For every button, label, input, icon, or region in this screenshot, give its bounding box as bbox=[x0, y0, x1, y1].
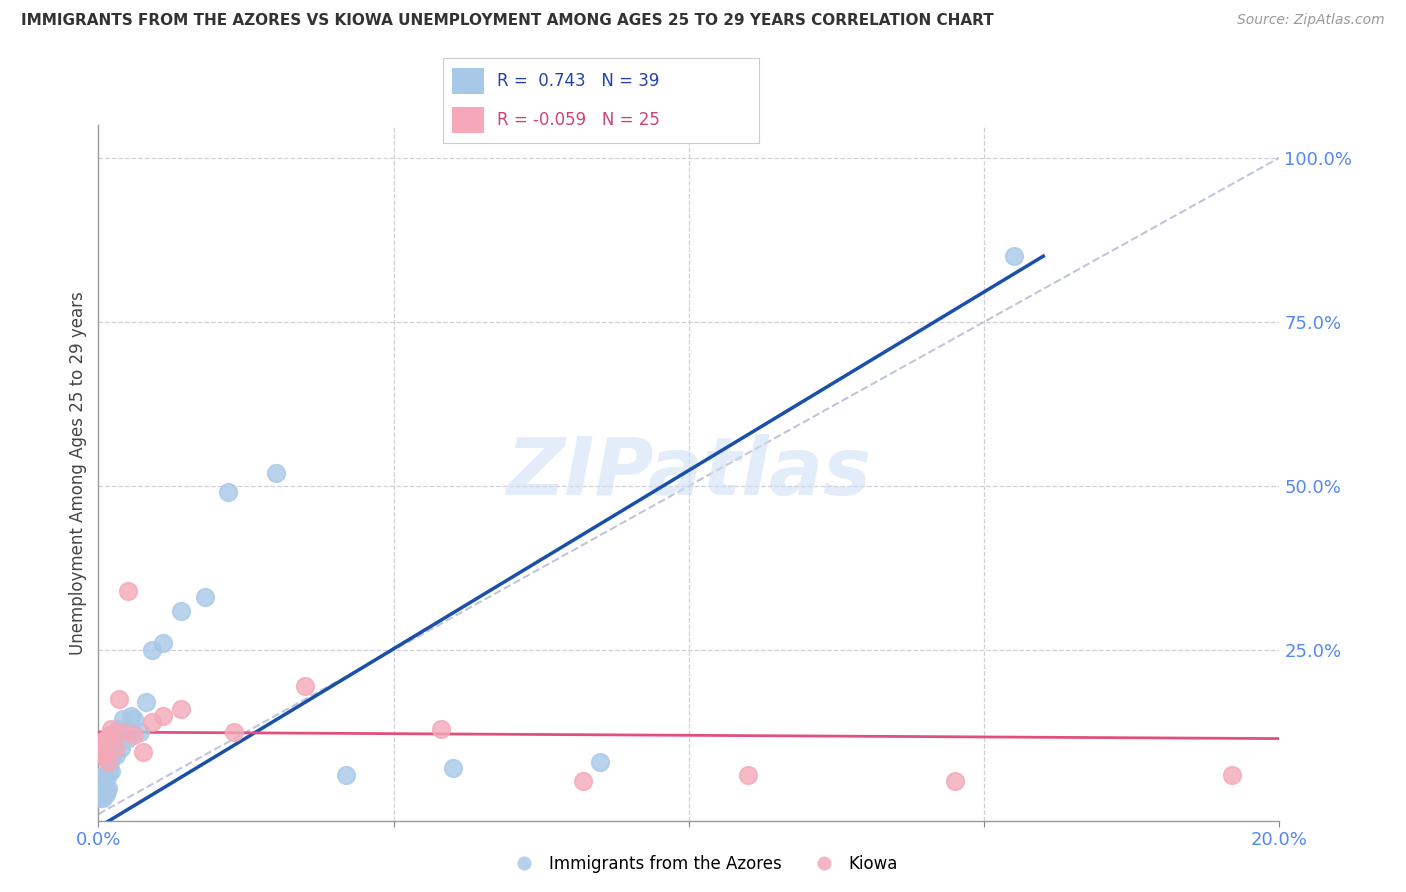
Point bbox=[90, 735, 112, 749]
Text: Source: ZipAtlas.com: Source: ZipAtlas.com bbox=[1237, 13, 1385, 28]
Point bbox=[122, 728, 145, 742]
Text: R = -0.059   N = 25: R = -0.059 N = 25 bbox=[496, 111, 659, 128]
Point bbox=[89, 788, 111, 802]
Text: IMMIGRANTS FROM THE AZORES VS KIOWA UNEMPLOYMENT AMONG AGES 25 TO 29 YEARS CORRE: IMMIGRANTS FROM THE AZORES VS KIOWA UNEM… bbox=[21, 13, 994, 29]
Point bbox=[103, 728, 125, 742]
Point bbox=[122, 712, 145, 726]
Point bbox=[98, 755, 121, 769]
Point bbox=[170, 604, 193, 618]
Point bbox=[93, 774, 115, 789]
Point bbox=[100, 722, 122, 736]
Point bbox=[117, 583, 139, 598]
Point bbox=[97, 755, 120, 769]
Point bbox=[91, 778, 114, 792]
Point bbox=[94, 731, 117, 746]
Point bbox=[120, 708, 142, 723]
Point bbox=[97, 767, 120, 781]
Point bbox=[103, 747, 125, 762]
Point bbox=[152, 708, 174, 723]
Point bbox=[110, 741, 132, 756]
Point bbox=[943, 774, 966, 789]
Text: R =  0.743   N = 39: R = 0.743 N = 39 bbox=[496, 72, 659, 90]
Point bbox=[97, 780, 120, 795]
Point bbox=[112, 725, 135, 739]
Point bbox=[571, 774, 593, 789]
Point bbox=[141, 715, 163, 730]
Point bbox=[132, 745, 155, 759]
Point bbox=[335, 767, 357, 781]
Point bbox=[194, 591, 217, 605]
Point bbox=[93, 741, 115, 756]
Point bbox=[98, 728, 121, 742]
Point bbox=[264, 466, 287, 480]
Point bbox=[91, 747, 114, 762]
FancyBboxPatch shape bbox=[453, 68, 484, 94]
Point bbox=[1220, 767, 1243, 781]
FancyBboxPatch shape bbox=[453, 107, 484, 133]
Point bbox=[96, 784, 118, 798]
Point bbox=[294, 679, 316, 693]
Y-axis label: Unemployment Among Ages 25 to 29 years: Unemployment Among Ages 25 to 29 years bbox=[69, 291, 87, 655]
Point bbox=[90, 788, 112, 802]
Point bbox=[98, 761, 121, 775]
Point bbox=[170, 702, 193, 716]
Point bbox=[90, 784, 112, 798]
Point bbox=[89, 790, 111, 805]
Point bbox=[91, 790, 114, 805]
Point bbox=[112, 712, 135, 726]
Point bbox=[589, 755, 612, 769]
Point bbox=[115, 731, 138, 746]
Point bbox=[152, 636, 174, 650]
Text: ZIPatlas: ZIPatlas bbox=[506, 434, 872, 512]
Point bbox=[100, 764, 122, 779]
Point bbox=[91, 780, 114, 795]
Point bbox=[105, 747, 128, 762]
Point bbox=[93, 767, 115, 781]
Point bbox=[1002, 249, 1025, 263]
Point bbox=[94, 745, 117, 759]
Legend: Immigrants from the Azores, Kiowa: Immigrants from the Azores, Kiowa bbox=[501, 848, 905, 880]
Point bbox=[141, 643, 163, 657]
Point bbox=[217, 485, 239, 500]
Point bbox=[100, 741, 122, 756]
Point bbox=[107, 722, 129, 736]
Point bbox=[108, 692, 131, 706]
Point bbox=[89, 741, 111, 756]
Point bbox=[224, 725, 246, 739]
Point bbox=[94, 788, 117, 802]
Point bbox=[128, 725, 150, 739]
Point bbox=[430, 722, 453, 736]
Point bbox=[135, 696, 157, 710]
Point bbox=[104, 741, 127, 756]
Point bbox=[737, 767, 759, 781]
Point bbox=[94, 771, 117, 785]
Point bbox=[441, 761, 464, 775]
